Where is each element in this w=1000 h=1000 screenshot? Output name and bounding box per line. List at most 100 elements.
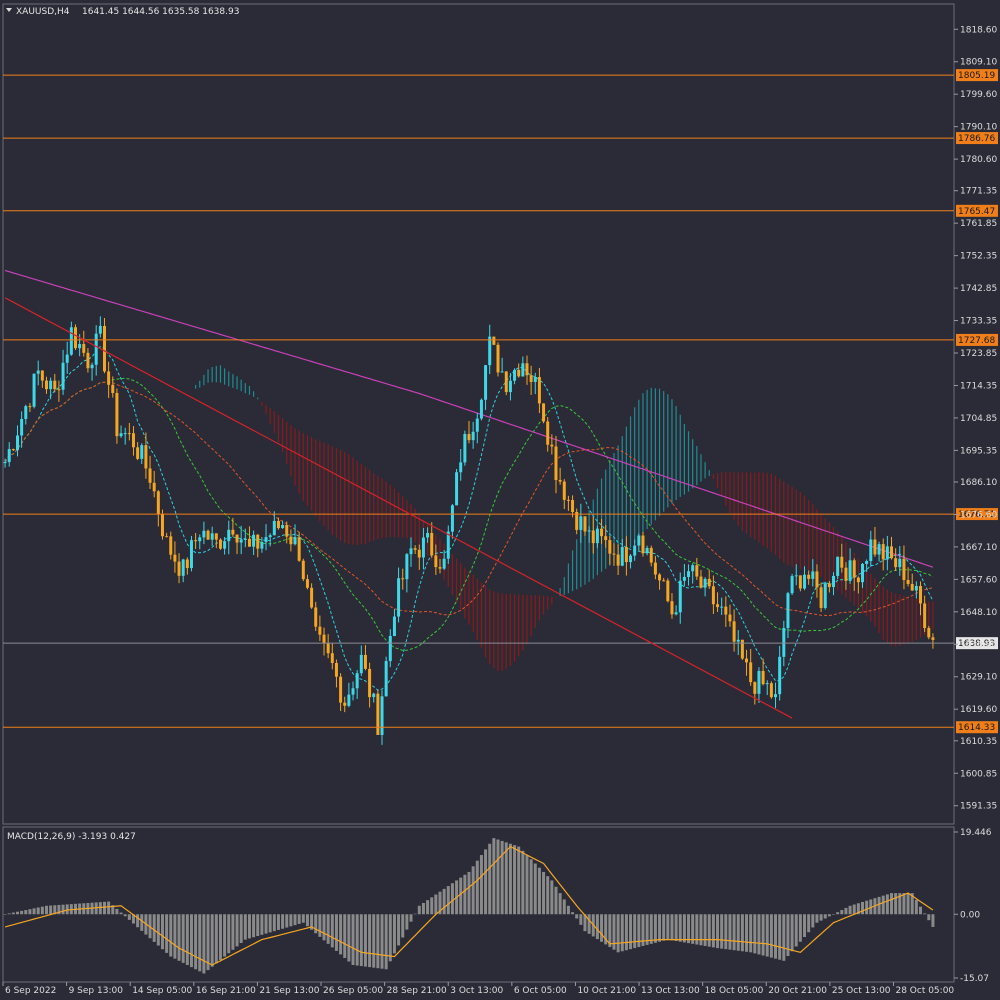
candle-body <box>865 561 869 564</box>
main-pane[interactable] <box>2 3 955 825</box>
candle-body <box>384 661 388 697</box>
macd-histogram-bar <box>927 914 931 921</box>
time-tick-label: 13 Oct 13:00 <box>641 986 700 996</box>
candle-body <box>711 586 715 605</box>
candle-body <box>521 363 525 377</box>
symbol-label: XAUUSD,H4 <box>16 7 70 17</box>
candle-body <box>247 538 251 547</box>
price-tick-label: 1704.85 <box>960 414 997 424</box>
macd-histogram-bar <box>285 914 289 928</box>
macd-histogram-bar <box>214 914 218 964</box>
macd-histogram-bar <box>301 914 305 923</box>
macd-histogram-bar <box>169 914 173 957</box>
candle-body <box>107 371 111 385</box>
candle-body <box>111 384 115 394</box>
horizontal-levels[interactable]: 1805.19 1786.76 1765.47 1727.68 1676.71 1614.… <box>3 69 998 734</box>
candle-body <box>811 571 815 579</box>
candle-body <box>716 604 720 608</box>
candle-body <box>923 603 927 629</box>
macd-histogram-bar <box>160 914 164 950</box>
candle-body <box>890 546 894 559</box>
macd-histogram-bar <box>931 914 935 927</box>
macd-histogram-bar <box>542 871 546 915</box>
candle-body <box>363 654 367 669</box>
candle-body <box>438 567 442 569</box>
macd-histogram-bar <box>898 893 902 915</box>
macd-histogram-bar <box>757 914 761 955</box>
macd-histogram-bar <box>848 905 852 915</box>
candle-body <box>127 433 131 435</box>
candle-body <box>856 577 860 583</box>
macd-histogram-bar <box>595 914 599 940</box>
price-tick-label: 1610.35 <box>960 737 997 747</box>
macd-histogram-bar <box>616 914 620 953</box>
candle-body <box>156 491 160 515</box>
level-price-label: 1805.19 <box>958 71 995 81</box>
macd-histogram-bar <box>355 914 359 966</box>
candle-body <box>281 524 285 529</box>
dropdown-triangle-icon[interactable] <box>6 8 12 12</box>
candle-body <box>836 556 840 576</box>
macd-histogram-bar <box>815 914 819 923</box>
candle-body <box>430 533 434 556</box>
macd-histogram-bar <box>537 867 541 915</box>
macd-histogram-bar <box>761 914 765 956</box>
candle-body <box>347 694 351 706</box>
macd-histogram-bar <box>44 905 48 915</box>
time-axis: 6 Sep 2022 9 Sep 13:00 14 Sep 05:00 16 Sep … <box>2 982 954 996</box>
macd-histogram-bar <box>397 914 401 946</box>
macd-histogram-bar <box>223 914 227 957</box>
candle-body <box>326 643 330 654</box>
candle-body <box>687 571 691 577</box>
time-tick-label: 26 Sep 05:00 <box>323 986 383 996</box>
candle-body <box>40 370 44 381</box>
descending-trendline[interactable] <box>4 297 793 719</box>
candle-body <box>177 561 181 576</box>
macd-histogram-bar <box>745 914 749 952</box>
candle-body <box>136 447 140 459</box>
macd-histogram-bar <box>235 914 239 947</box>
macd-histogram-bar <box>36 907 40 915</box>
candle-body <box>649 547 653 563</box>
candle-body <box>881 544 885 560</box>
trendline[interactable] <box>4 297 793 719</box>
level-price-tag <box>956 333 998 346</box>
macd-histogram-bar <box>173 914 177 959</box>
candle-body <box>587 530 591 532</box>
macd-histogram-bar <box>463 874 467 915</box>
macd-histogram-bar <box>711 914 715 948</box>
macd-histogram-bar <box>156 914 160 946</box>
macd-histogram-bar <box>376 914 380 969</box>
candle-body <box>894 558 898 568</box>
candle-body <box>140 445 144 459</box>
candle-body <box>682 576 686 581</box>
macd-histogram-bar <box>24 910 28 915</box>
candle-body <box>339 676 343 703</box>
candle-body <box>376 693 380 735</box>
level-price-tag <box>956 721 998 734</box>
candle-body <box>600 528 604 537</box>
ma-long-line <box>4 269 934 568</box>
macd-pane[interactable] <box>2 826 955 983</box>
candle-body <box>231 529 235 535</box>
candle-body <box>210 533 214 540</box>
candle-body <box>927 628 931 638</box>
candle-body <box>239 539 243 543</box>
macd-histogram-bar <box>475 860 479 915</box>
candle-body <box>11 449 15 451</box>
candle-body <box>492 336 496 345</box>
level-price-label: 1786.76 <box>958 134 995 144</box>
candle-body <box>910 583 914 591</box>
macd-histogram-bar <box>392 914 396 954</box>
macd-histogram-bar <box>695 914 699 945</box>
price-tick-label: 1733.35 <box>960 317 997 327</box>
time-tick-label: 21 Sep 13:00 <box>259 986 319 996</box>
macd-histogram-bar <box>583 914 587 932</box>
candle-body <box>579 516 583 530</box>
candle-body <box>380 696 384 735</box>
macd-histogram-bar <box>885 894 889 915</box>
candle-body <box>566 499 570 501</box>
level-price-tag <box>956 132 998 145</box>
